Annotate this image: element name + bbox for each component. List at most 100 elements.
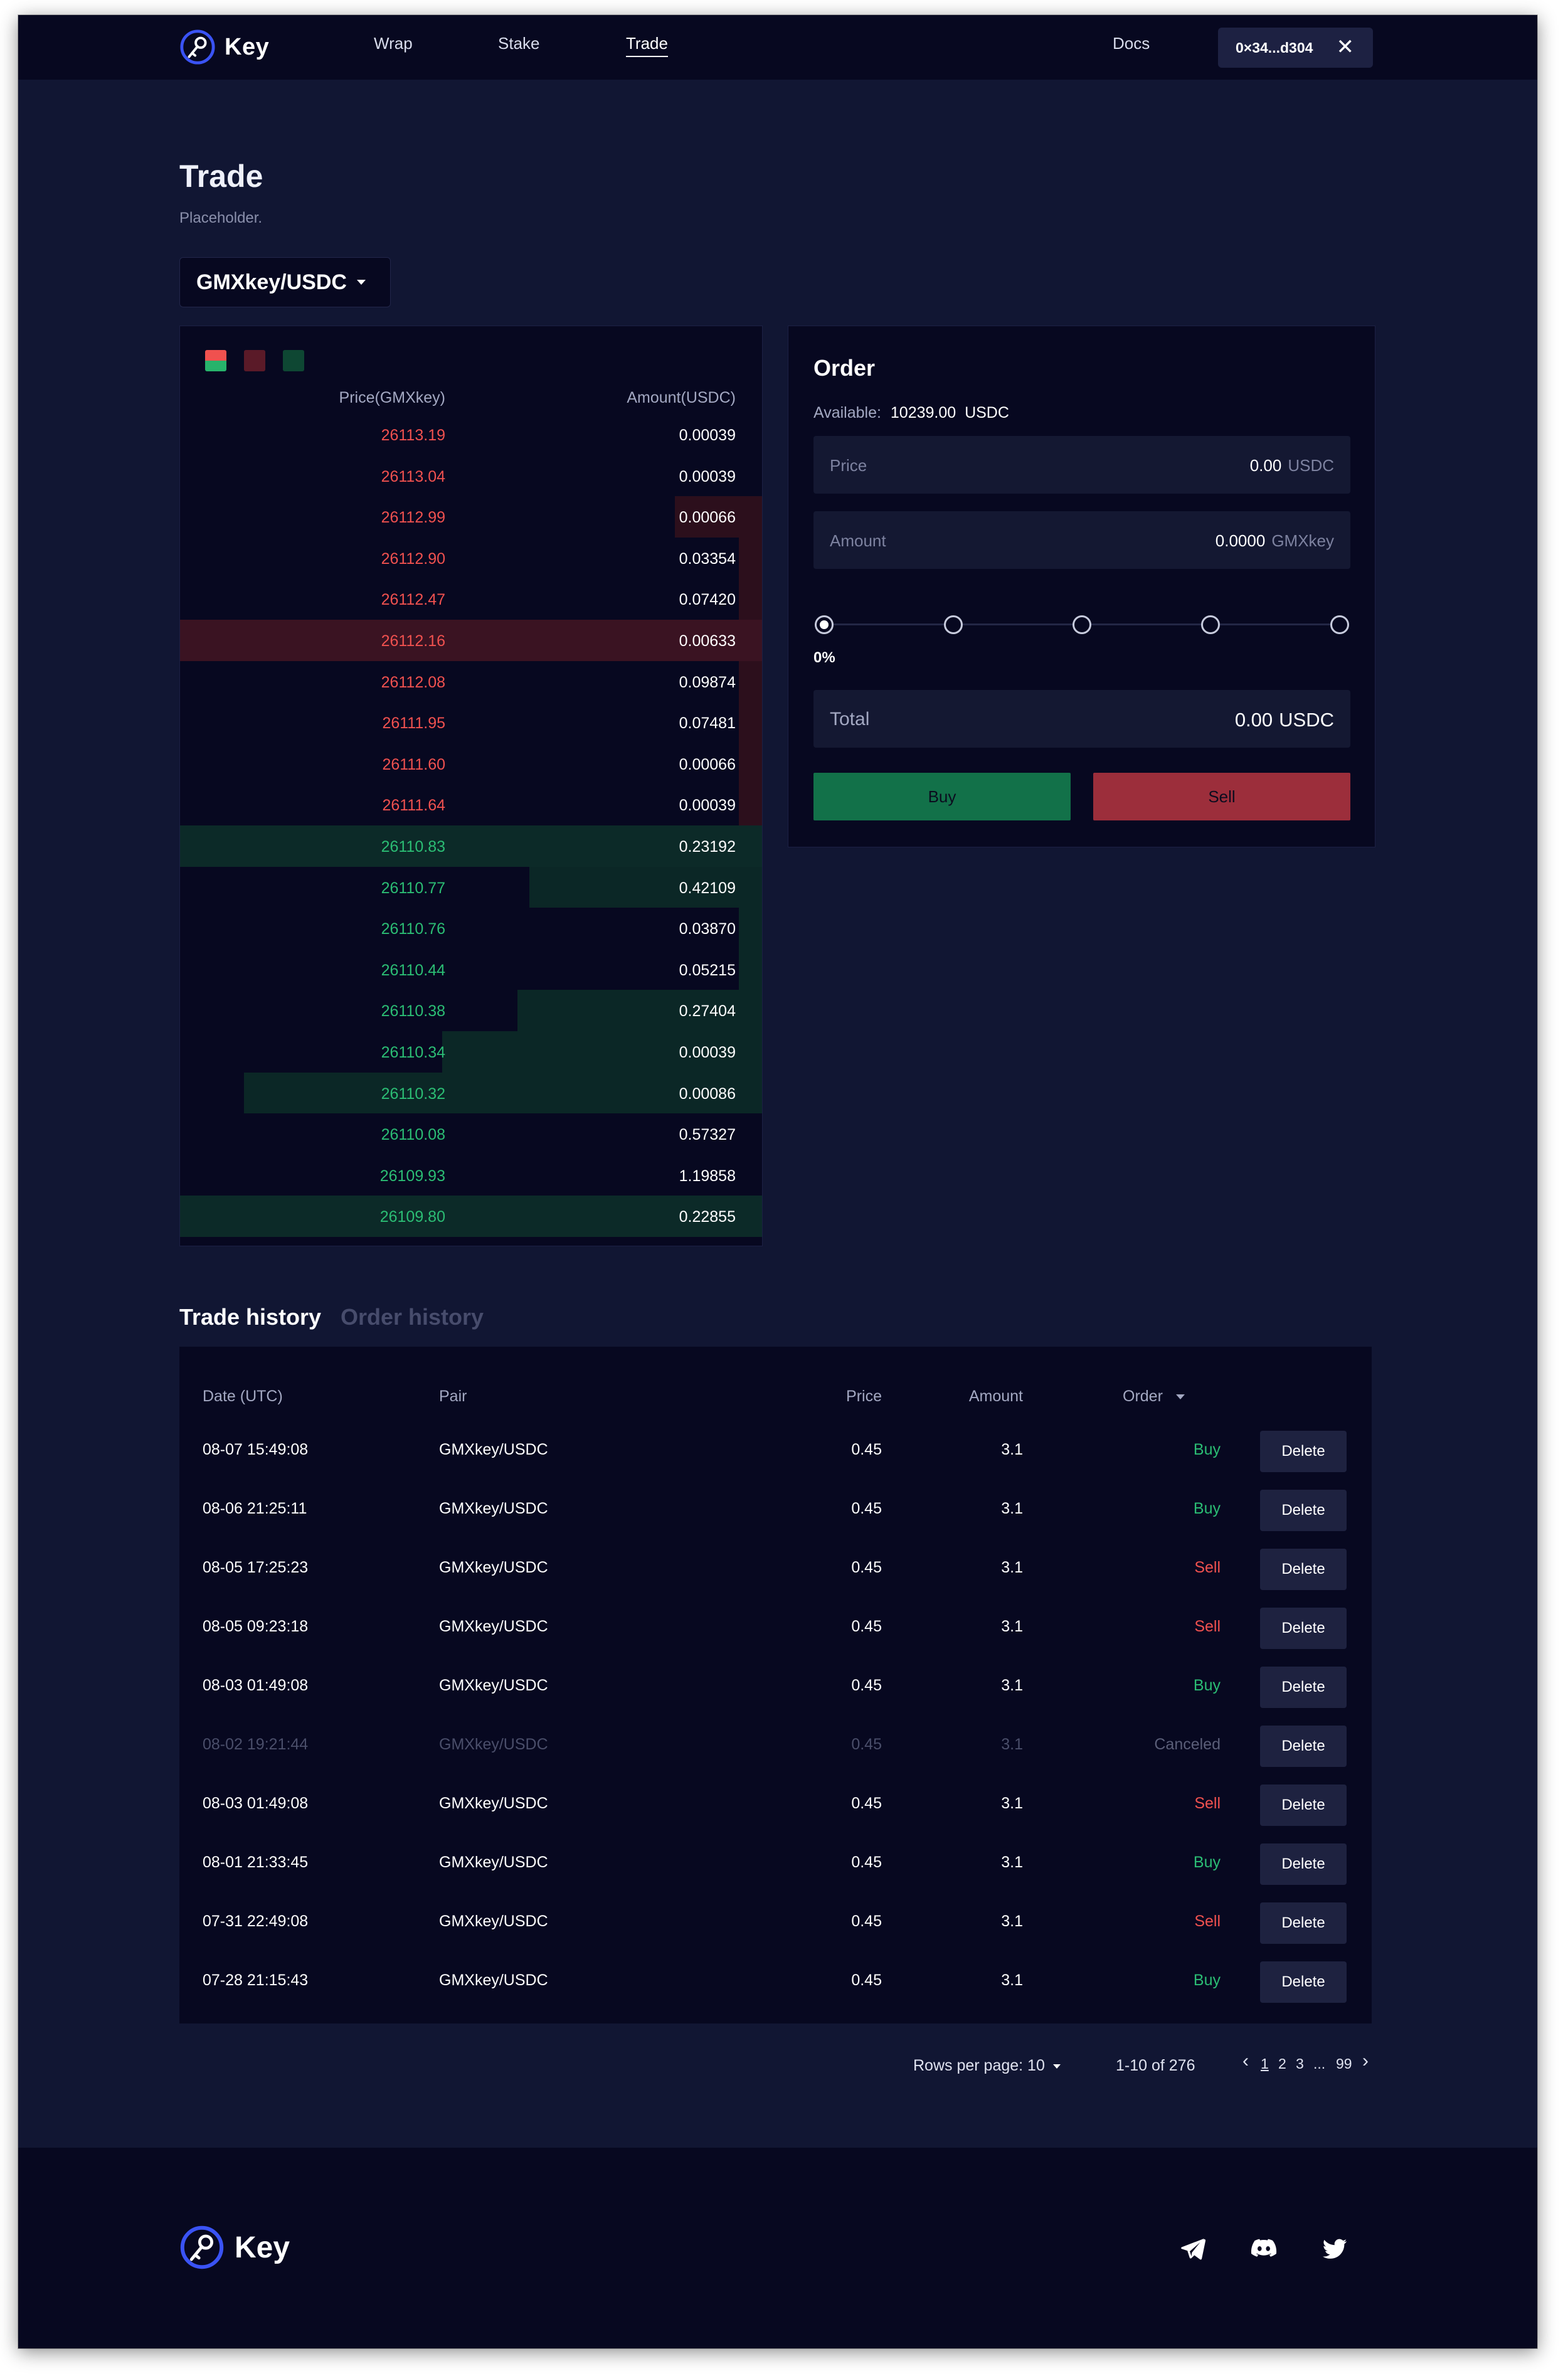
ask-price: 26111.95 [382,714,445,733]
ask-row[interactable]: 26112.99 0.00066 [180,496,762,538]
delete-button[interactable]: Delete [1260,1961,1347,2003]
column-order-filter[interactable]: Order [1123,1387,1185,1406]
ask-row[interactable]: 26111.95 0.07481 [180,702,762,743]
caret-down-icon [356,280,366,285]
view-sells-icon[interactable] [244,350,265,371]
tab-trade-history[interactable]: Trade history [179,1304,322,1330]
bid-row[interactable]: 26110.77 0.42109 [180,866,762,908]
bid-row[interactable]: 26110.76 0.03870 [180,908,762,949]
delete-button[interactable]: Delete [1260,1667,1347,1708]
nav-stake[interactable]: Stake [498,34,540,53]
ask-price: 26112.08 [381,673,445,691]
delete-button[interactable]: Delete [1260,1902,1347,1944]
slider-stop-75[interactable] [1201,615,1220,634]
bid-price: 26110.44 [381,961,445,979]
ask-row[interactable]: 26112.16 0.00633 [180,619,762,661]
bid-price: 26110.08 [381,1126,445,1144]
twitter-icon[interactable] [1320,2234,1349,2263]
tab-order-history[interactable]: Order history [341,1304,484,1330]
cell-price: 0.45 [851,1441,882,1458]
ask-amount: 0.00039 [679,467,736,485]
bid-row[interactable]: 26110.32 0.00086 [180,1072,762,1114]
rows-per-page-select[interactable]: Rows per page: 10 [913,2057,1061,2075]
cell-amount: 3.1 [1001,1500,1023,1517]
ask-row[interactable]: 26113.04 0.00039 [180,455,762,497]
nav-wrap[interactable]: Wrap [374,34,413,53]
ask-row[interactable]: 26111.64 0.00039 [180,784,762,825]
table-row: 08-03 01:49:08 GMXkey/USDC 0.45 3.1 Buy Delet… [179,1653,1372,1712]
footer-logo[interactable]: Key [179,2225,290,2270]
page-99[interactable]: 99 [1336,2055,1352,2072]
cell-order: Buy [1193,1500,1221,1517]
amount-column-header: Amount(USDC) [627,389,736,406]
bid-row[interactable]: 26110.44 0.05215 [180,948,762,990]
ask-amount: 0.00066 [679,755,736,773]
delete-button[interactable]: Delete [1260,1726,1347,1767]
cell-date: 08-03 01:49:08 [203,1795,309,1812]
view-buys-icon[interactable] [283,350,304,371]
price-field[interactable]: Price 0.00 USDC [813,436,1350,494]
slider-stop-100[interactable] [1330,615,1349,634]
bid-price: 26109.93 [379,1167,445,1185]
page-3[interactable]: 3 [1296,2055,1304,2072]
next-page-icon[interactable]: › [1362,2050,1369,2071]
delete-button[interactable]: Delete [1260,1608,1347,1649]
ask-row[interactable]: 26111.60 0.00066 [180,743,762,785]
ask-row[interactable]: 26112.47 0.07420 [180,578,762,620]
cell-order: Canceled [1154,1736,1221,1753]
bid-amount: 0.27404 [679,1002,736,1021]
nav-docs[interactable]: Docs [1113,34,1150,53]
table-row: 07-28 21:15:43 GMXkey/USDC 0.45 3.1 Buy Delet… [179,1948,1372,2007]
sell-button[interactable]: Sell [1093,773,1350,820]
page-range: 1-10 of 276 [1116,2057,1195,2074]
depth-bar [738,908,762,949]
column-price: Price [846,1387,882,1405]
discord-icon[interactable] [1249,2234,1278,2263]
cell-order: Buy [1193,1441,1221,1458]
cell-price: 0.45 [851,1677,882,1694]
cell-amount: 3.1 [1001,1912,1023,1930]
amount-field-value: 0.0000 [1215,531,1266,550]
cell-price: 0.45 [851,1618,882,1635]
ask-row[interactable]: 26112.08 0.09874 [180,660,762,703]
bid-row[interactable]: 26110.34 0.00039 [180,1031,762,1073]
bid-row[interactable]: 26109.93 1.19858 [180,1155,762,1196]
price-field-label: Price [830,456,867,475]
delete-button[interactable]: Delete [1260,1785,1347,1826]
cell-amount: 3.1 [1001,1795,1023,1812]
nav-trade[interactable]: Trade [626,34,668,57]
ask-amount: 0.00039 [679,427,736,444]
bid-row[interactable]: 26110.38 0.27404 [180,990,762,1031]
delete-button[interactable]: Delete [1260,1843,1347,1885]
page-1[interactable]: 1 [1261,2055,1269,2072]
pair-selector[interactable]: GMXkey/USDC [179,257,391,307]
telegram-icon[interactable] [1179,2234,1207,2263]
depth-bar [738,578,762,620]
slider-stop-25[interactable] [944,615,963,634]
top-navigation: Key Wrap Stake Trade Docs 0×34...d304 ✕ [18,15,1537,80]
logo[interactable]: Key [179,28,269,66]
bid-row[interactable]: 26109.80 0.22855 [180,1196,762,1237]
slider-stop-50[interactable] [1073,615,1091,634]
ask-row[interactable]: 26112.90 0.03354 [180,537,762,579]
cell-pair: GMXkey/USDC [439,1795,548,1812]
table-row: 08-06 21:25:11 GMXkey/USDC 0.45 3.1 Buy Delet… [179,1476,1372,1535]
price-field-value: 0.00 [1249,456,1282,475]
bid-row[interactable]: 26110.08 0.57327 [180,1113,762,1155]
amount-field[interactable]: Amount 0.0000 GMXkey [813,511,1350,569]
ask-row[interactable]: 26113.19 0.00039 [180,414,762,455]
close-icon[interactable]: ✕ [1336,35,1355,59]
buy-button[interactable]: Buy [813,773,1071,820]
page-2[interactable]: 2 [1278,2055,1286,2072]
delete-button[interactable]: Delete [1260,1431,1347,1472]
slider-stop-0[interactable] [815,615,834,634]
table-row: 08-07 15:49:08 GMXkey/USDC 0.45 3.1 Buy Delet… [179,1417,1372,1476]
bid-row[interactable]: 26110.83 0.23192 [180,825,762,867]
view-both-icon[interactable] [205,350,226,371]
delete-button[interactable]: Delete [1260,1490,1347,1531]
price-unit: USDC [1288,456,1334,475]
percent-slider[interactable] [813,612,1350,637]
delete-button[interactable]: Delete [1260,1549,1347,1590]
prev-page-icon[interactable]: ‹ [1242,2050,1249,2071]
wallet-address-chip[interactable]: 0×34...d304 ✕ [1218,28,1373,68]
